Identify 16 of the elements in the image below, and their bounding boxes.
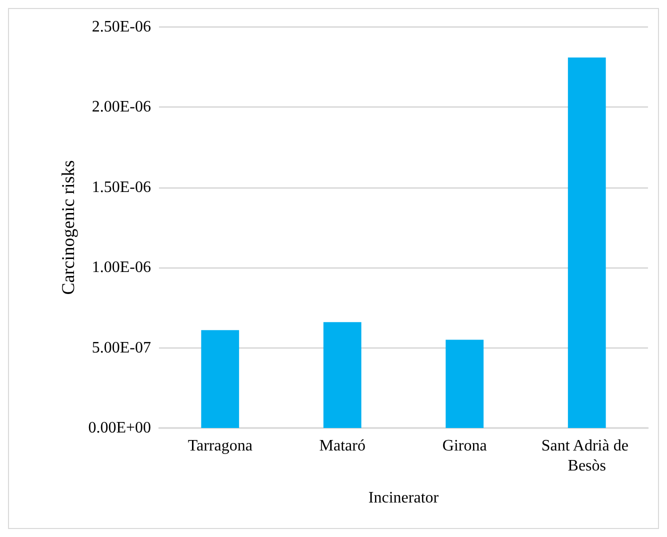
bar — [568, 57, 606, 428]
x-axis-title: Incinerator — [368, 490, 440, 506]
x-tick-label: Girona — [442, 438, 487, 454]
x-tick-label: Sant Adrià de Besòs — [541, 438, 632, 474]
x-tick-label: Tarragona — [188, 438, 252, 454]
y-tick-label: 0.00E+00 — [88, 420, 151, 436]
x-tick-label: Mataró — [319, 438, 366, 454]
y-tick-label: 2.50E-06 — [92, 18, 151, 36]
y-tick-label: 1.50E-06 — [92, 178, 151, 196]
bar — [446, 340, 484, 428]
y-tick-label: 1.00E-06 — [92, 259, 151, 276]
y-tick-label: 2.00E-06 — [92, 98, 151, 116]
bar — [323, 322, 362, 428]
bar — [201, 330, 240, 428]
y-tick-label: 5.00E-07 — [92, 339, 151, 356]
y-axis-title: Carcinogenic risks — [58, 160, 78, 295]
